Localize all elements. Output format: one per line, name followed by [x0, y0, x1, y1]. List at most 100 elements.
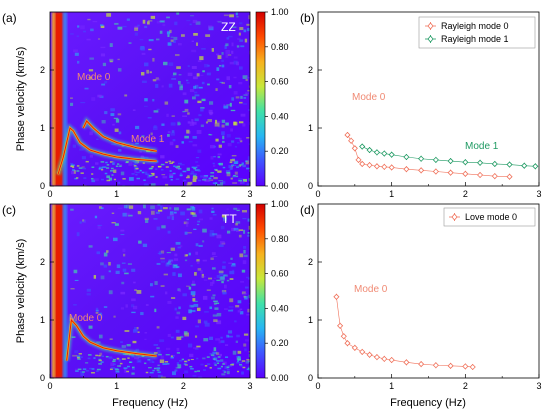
heatmap-speckle [190, 309, 196, 313]
heatmap-speckle [249, 369, 250, 372]
heatmap-speckle [198, 114, 202, 117]
heatmap-speckle [178, 306, 181, 310]
heatmap-speckle [71, 336, 76, 338]
heatmap-speckle [223, 284, 227, 289]
ridge-core-a-0 [57, 127, 157, 175]
heatmap-speckle [187, 232, 192, 234]
heatmap-speckle [225, 122, 229, 126]
heatmap-speckle [138, 360, 141, 363]
heatmap-speckle [200, 363, 204, 366]
xtick-label-d-2: 2 [463, 381, 468, 391]
heatmap-speckle [120, 233, 125, 236]
heatmap-speckle [134, 162, 139, 165]
heatmap-speckle [205, 34, 211, 37]
heatmap-speckle [149, 283, 153, 287]
point-d-0-13 [447, 362, 454, 369]
heatmap-speckle [89, 76, 92, 80]
heatmap-speckle [181, 141, 185, 144]
heatmap-speckle [190, 15, 194, 17]
heatmap-speckle [160, 169, 164, 171]
heatmap-speckle [207, 83, 210, 86]
heatmap-speckle [177, 273, 182, 278]
heatmap-speckle [217, 153, 222, 156]
heatmap-speckle [145, 173, 150, 176]
point-b-1-10 [477, 159, 484, 166]
heatmap-speckle [99, 313, 103, 318]
heatmap-speckle [201, 81, 205, 85]
heatmap-speckle [218, 144, 222, 148]
heatmap-speckle [134, 357, 140, 360]
heatmap-speckle [188, 286, 192, 290]
heatmap-speckle [135, 173, 138, 176]
heatmap-speckle [71, 170, 75, 175]
heatmap-speckle [215, 88, 218, 92]
heatmap-speckle [165, 166, 169, 168]
heatmap-speckle [236, 362, 241, 364]
heatmap-speckle [211, 207, 214, 210]
heatmap-speckle [231, 308, 234, 311]
heatmap-speckle [137, 331, 140, 334]
heatmap-speckle [160, 376, 166, 378]
heatmap-speckle [77, 358, 81, 360]
heatmap-speckle [176, 347, 180, 352]
heatmap-speckle [156, 20, 161, 24]
heatmap-speckle [229, 278, 234, 280]
heatmap-speckle [98, 334, 103, 339]
heatmap-speckle [160, 355, 164, 359]
heatmap-speckle [202, 70, 205, 73]
heatmap-speckle [211, 210, 215, 214]
heatmap-speckle [116, 357, 120, 360]
colorbar-top-ticks: 0.00 0.20 0.40 0.60 0.80 1.00 [265, 7, 289, 191]
heatmap-speckle [74, 350, 79, 354]
heatmap-speckle [89, 154, 93, 158]
heatmap-speckle [187, 175, 190, 177]
heatmap-speckle [195, 325, 200, 328]
heatmap-speckle [118, 359, 121, 362]
heatmap-speckle [211, 252, 216, 256]
heatmap-speckle [164, 291, 168, 295]
heatmap-speckle [215, 338, 220, 341]
point-b-0-9 [403, 166, 410, 173]
heatmap-speckle [236, 45, 240, 48]
heatmap-speckle [202, 178, 207, 181]
heatmap-speckle [246, 28, 250, 32]
heatmap-speckle [111, 167, 114, 170]
heatmap-speckle [207, 25, 213, 29]
point-b-1-14 [532, 163, 539, 170]
heatmap-speckle [191, 280, 195, 285]
heatmap-speckle [131, 173, 135, 175]
heatmap-speckle [142, 19, 146, 24]
heatmap-speckle [194, 169, 200, 172]
heatmap-speckle [201, 48, 206, 50]
heatmap-speckle [222, 166, 226, 169]
heatmap-speckle [191, 119, 194, 123]
heatmap-speckle [203, 338, 209, 342]
ytick-label-c-2: 2 [40, 257, 45, 267]
heatmap-speckle [177, 246, 181, 249]
heatmap-speckle [88, 69, 94, 72]
heatmap-speckle [213, 362, 217, 365]
heatmap-speckle [95, 312, 99, 314]
heatmap-speckle [92, 21, 98, 23]
ytick-label-a-0: 0 [40, 181, 45, 191]
heatmap-speckle [178, 73, 182, 76]
heatmap-speckle [126, 212, 130, 216]
heatmap-speckle [147, 359, 151, 361]
heatmap-speckle [157, 350, 161, 354]
heatmap-speckle [170, 297, 176, 300]
heatmap-speckle [246, 313, 250, 316]
heatmap-speckle [228, 306, 234, 308]
heatmap-speckle [134, 25, 139, 29]
heatmap-speckle [100, 24, 104, 27]
heatmap-speckle [182, 110, 186, 113]
heatmap-speckle [235, 221, 241, 224]
heatmap-speckle [166, 363, 170, 365]
heatmap-speckle [248, 294, 250, 299]
cbar-tick-label: 0.00 [271, 373, 289, 383]
heatmap-speckle [180, 211, 185, 216]
heatmap-speckle [157, 165, 162, 168]
axes-b: 0 1 2 3 0 1 2 [308, 65, 542, 199]
cbar-tick-label: 0.00 [271, 181, 289, 191]
heatmap-speckle [207, 119, 212, 123]
heatmap-speckle [82, 368, 87, 370]
